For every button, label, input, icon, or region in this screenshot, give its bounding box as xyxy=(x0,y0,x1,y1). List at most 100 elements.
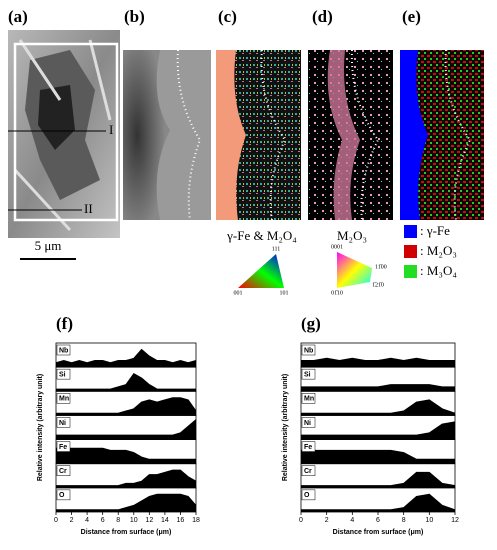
element-box xyxy=(56,441,71,452)
chart-title: (g) xyxy=(301,314,321,333)
triangle-label: 101 xyxy=(280,290,289,296)
profile-line xyxy=(301,357,455,362)
area-fill xyxy=(56,448,196,464)
element-box xyxy=(301,393,316,404)
sem-image xyxy=(8,30,120,238)
area-fill xyxy=(56,494,196,512)
element-box xyxy=(56,344,71,356)
caption: γ-Fe & M₂O₄ xyxy=(226,228,297,243)
area-fill xyxy=(56,349,196,368)
x-tick-label: 0 xyxy=(54,517,58,524)
element-label: Cr xyxy=(304,468,312,475)
area-fill xyxy=(301,384,455,392)
element-label: O xyxy=(304,492,310,499)
element-box xyxy=(301,465,316,476)
x-tick-label: 16 xyxy=(177,517,185,524)
element-box xyxy=(56,393,71,404)
legend-label: : M₂O₃ xyxy=(420,243,457,258)
element-label: Ni xyxy=(304,420,311,427)
element-label: Nb xyxy=(304,347,313,354)
y-axis-label: Relative intensity (arbitrary unit) xyxy=(37,374,44,481)
element-box xyxy=(301,344,316,356)
profile-line xyxy=(56,397,197,414)
x-tick-label: 12 xyxy=(451,517,459,524)
x-axis-label: Distance from surface (μm) xyxy=(333,529,424,536)
element-label: Mn xyxy=(59,396,69,403)
triangle-label: 11̄00 xyxy=(375,264,387,270)
profile-line xyxy=(301,449,455,460)
area-fill xyxy=(301,399,455,416)
ipf-triangle xyxy=(238,254,284,288)
scale-bar-label: 5 μm xyxy=(35,238,62,253)
area-fill xyxy=(56,470,196,488)
element-box xyxy=(301,368,316,380)
legend-swatch xyxy=(404,245,417,258)
element-label: O xyxy=(59,492,65,499)
profile-line xyxy=(56,447,196,460)
triangle-label: 0001 xyxy=(331,244,343,250)
x-tick-label: 14 xyxy=(161,517,169,524)
element-box xyxy=(56,465,71,476)
line-marker: I xyxy=(109,122,113,137)
element-label: Mn xyxy=(304,396,314,403)
element-box xyxy=(301,417,316,428)
triangle-label: 001 xyxy=(234,290,243,296)
element-label: Si xyxy=(59,371,66,378)
x-axis-label: Distance from surface (μm) xyxy=(81,529,172,536)
element-label: Fe xyxy=(59,444,67,451)
profile-line xyxy=(301,421,456,436)
ipf-triangle xyxy=(337,252,372,288)
area-fill xyxy=(301,450,455,464)
element-box xyxy=(56,417,71,428)
element-box xyxy=(56,489,71,501)
profile-line xyxy=(301,493,456,511)
x-tick-label: 4 xyxy=(350,517,354,524)
triangle-label: 1̄21̄0 xyxy=(372,282,384,288)
legend-label: : M₃O₄ xyxy=(420,263,457,278)
area-fill xyxy=(56,397,196,416)
element-label: Ni xyxy=(59,420,66,427)
ebsd-map xyxy=(216,49,301,221)
phase-map xyxy=(400,49,484,221)
element-box xyxy=(301,489,316,501)
x-tick-label: 8 xyxy=(402,517,406,524)
panel-label: (d) xyxy=(312,7,333,26)
legend-label: : γ-Fe xyxy=(420,223,450,238)
element-label: Nb xyxy=(59,347,68,354)
caption: M₂O₃ xyxy=(337,228,367,243)
panel-label: (c) xyxy=(218,7,237,26)
chart-title: (f) xyxy=(56,314,73,333)
x-tick-label: 10 xyxy=(130,517,138,524)
y-axis-label: Relative intensity (arbitrary unit) xyxy=(282,374,289,481)
x-tick-label: 2 xyxy=(70,517,74,524)
area-fill xyxy=(301,358,455,368)
x-tick-label: 8 xyxy=(116,517,120,524)
element-box xyxy=(301,441,316,452)
x-tick-label: 0 xyxy=(299,517,303,524)
area-fill xyxy=(301,472,455,488)
ebsd-map xyxy=(308,49,393,221)
triangle-label: 01̄10 xyxy=(331,290,343,296)
area-fill xyxy=(56,419,196,440)
element-label: Si xyxy=(304,371,311,378)
element-label: Cr xyxy=(59,468,67,475)
micrograph xyxy=(123,49,211,221)
legend-swatch xyxy=(404,225,417,238)
x-tick-label: 4 xyxy=(85,517,89,524)
x-tick-label: 18 xyxy=(192,517,200,524)
profile-line xyxy=(56,469,197,487)
profile-line xyxy=(301,471,456,487)
x-tick-label: 12 xyxy=(145,517,153,524)
profile-line xyxy=(55,348,197,364)
x-tick-label: 2 xyxy=(325,517,329,524)
x-tick-label: 6 xyxy=(376,517,380,524)
element-box xyxy=(56,368,71,380)
line-marker: II xyxy=(84,201,93,216)
profile-line xyxy=(301,384,455,388)
legend-swatch xyxy=(404,265,417,278)
profile-line xyxy=(56,372,196,390)
triangle-label: 111 xyxy=(272,246,281,252)
x-tick-label: 10 xyxy=(425,517,433,524)
x-tick-label: 6 xyxy=(101,517,105,524)
